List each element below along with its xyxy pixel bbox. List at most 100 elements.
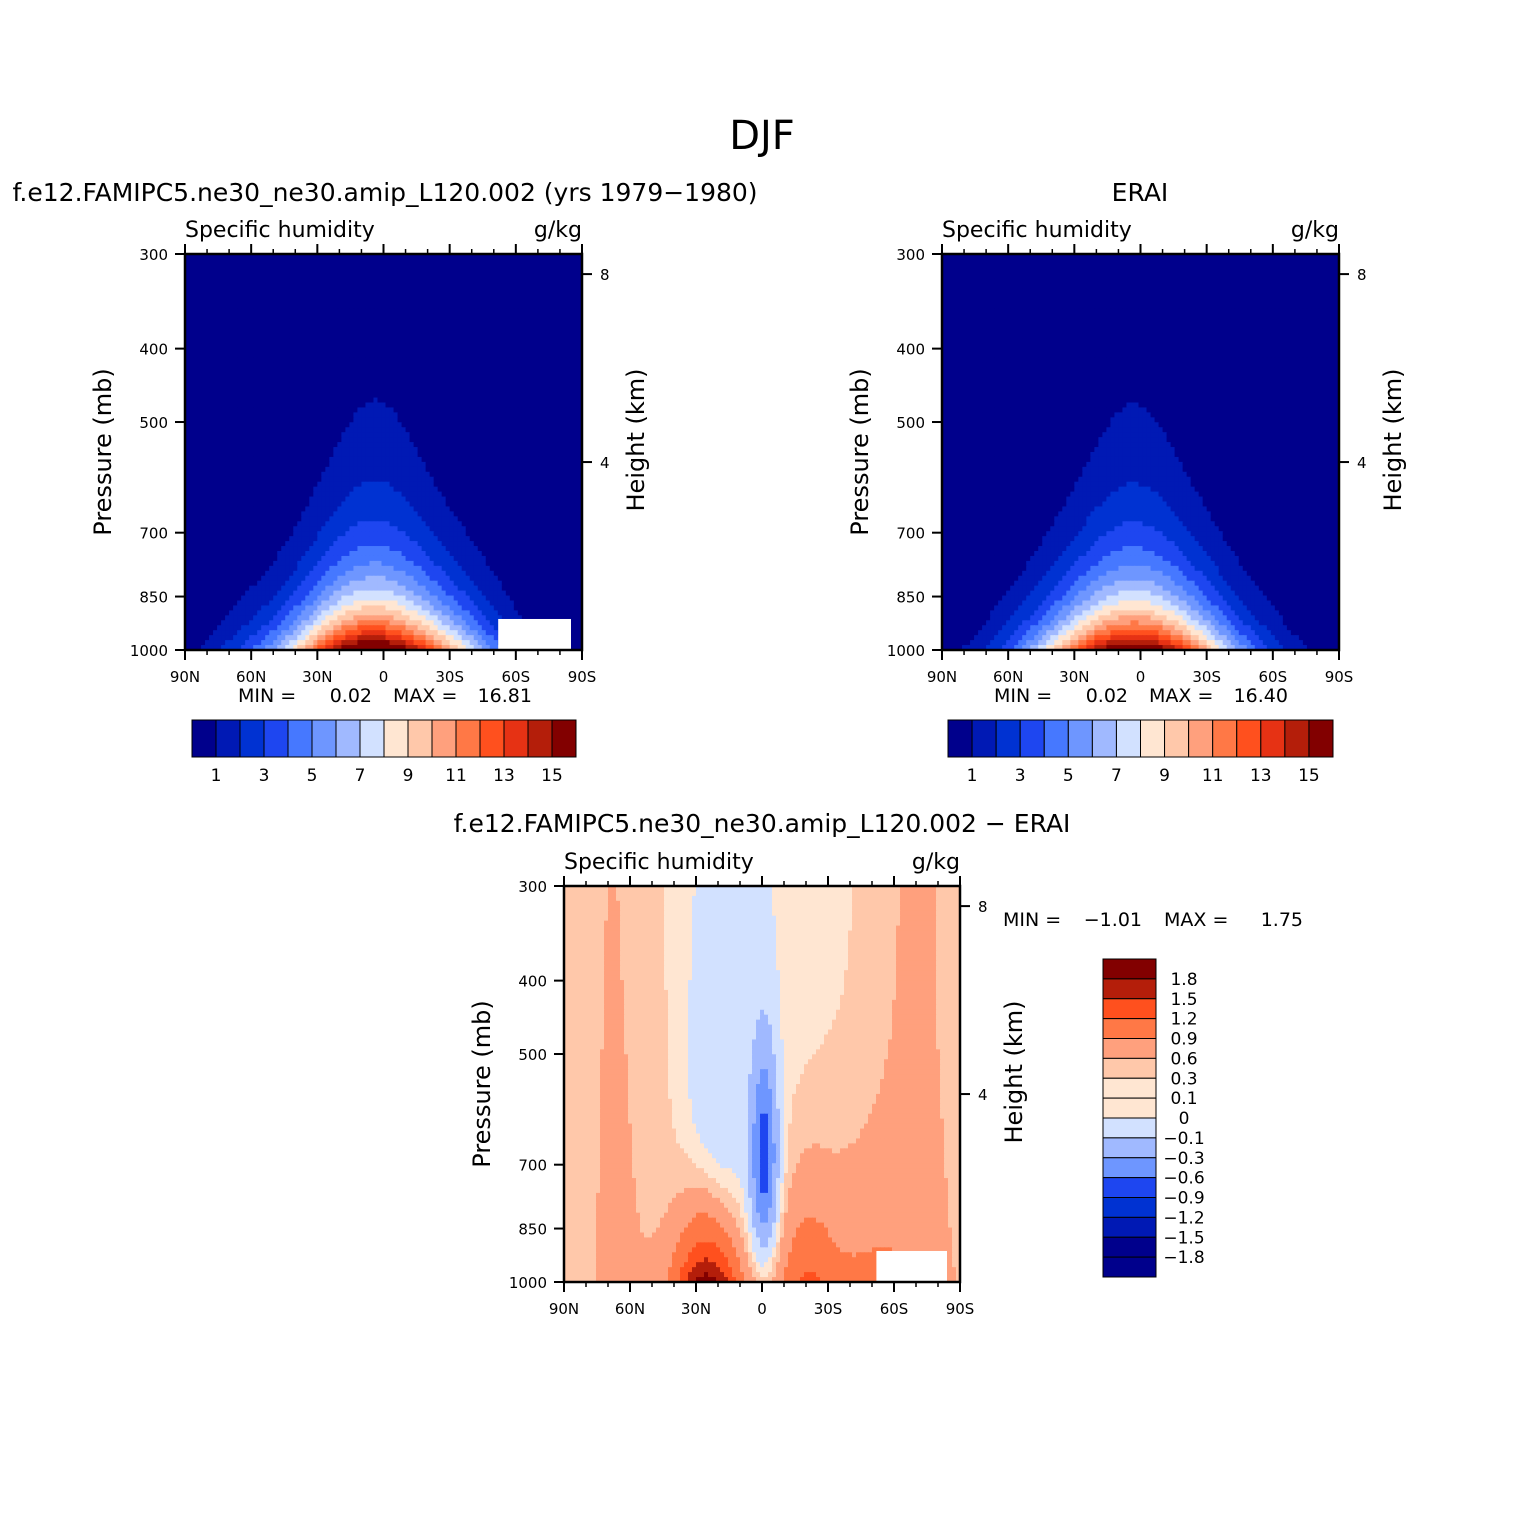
field-cell bbox=[317, 398, 322, 404]
field-cell bbox=[574, 338, 579, 344]
field-cell bbox=[349, 403, 354, 409]
field-cell bbox=[394, 383, 399, 389]
field-cell bbox=[422, 462, 427, 468]
field-cell bbox=[365, 378, 370, 384]
field-cell bbox=[570, 393, 575, 399]
field-cell bbox=[506, 427, 511, 433]
field-cell bbox=[321, 457, 326, 463]
field-cell bbox=[414, 422, 419, 428]
field-cell bbox=[490, 363, 495, 369]
field-cell bbox=[337, 447, 342, 453]
field-cell bbox=[213, 388, 218, 394]
field-cell bbox=[309, 472, 314, 478]
field-cell bbox=[522, 427, 527, 433]
field-cell bbox=[381, 373, 386, 379]
field-cell bbox=[189, 407, 194, 413]
field-cell bbox=[506, 432, 511, 438]
field-cell bbox=[566, 299, 571, 305]
field-cell bbox=[301, 363, 306, 369]
field-cell bbox=[253, 398, 258, 404]
field-cell bbox=[309, 274, 314, 280]
field-cell bbox=[386, 378, 391, 384]
field-cell bbox=[398, 472, 403, 478]
field-cell bbox=[337, 348, 342, 354]
field-cell bbox=[574, 497, 579, 503]
field-cell bbox=[193, 482, 198, 488]
field-cell bbox=[386, 497, 391, 503]
field-cell bbox=[558, 284, 563, 290]
field-cell bbox=[213, 492, 218, 498]
field-cell bbox=[197, 304, 202, 310]
field-cell bbox=[414, 328, 419, 334]
field-cell bbox=[221, 452, 226, 458]
field-cell bbox=[514, 279, 519, 285]
field-cell bbox=[506, 457, 511, 463]
field-cell bbox=[313, 269, 318, 275]
field-cell bbox=[494, 373, 499, 379]
field-cell bbox=[361, 378, 366, 384]
field-cell bbox=[502, 294, 507, 300]
field-cell bbox=[450, 363, 455, 369]
field-cell bbox=[526, 393, 531, 399]
field-cell bbox=[486, 452, 491, 458]
field-cell bbox=[249, 412, 254, 418]
field-cell bbox=[321, 348, 326, 354]
field-cell bbox=[550, 407, 555, 413]
field-cell bbox=[422, 432, 427, 438]
field-cell bbox=[518, 353, 523, 359]
field-cell bbox=[285, 457, 290, 463]
field-cell bbox=[321, 289, 326, 295]
field-cell bbox=[257, 323, 262, 329]
field-cell bbox=[321, 472, 326, 478]
field-cell bbox=[233, 472, 238, 478]
field-cell bbox=[269, 442, 274, 448]
field-cell bbox=[422, 348, 427, 354]
field-cell bbox=[321, 313, 326, 319]
field-cell bbox=[345, 427, 350, 433]
field-cell bbox=[506, 318, 511, 324]
field-cell bbox=[321, 432, 326, 438]
field-cell bbox=[329, 299, 334, 305]
field-cell bbox=[454, 363, 459, 369]
field-cell bbox=[273, 457, 278, 463]
field-cell bbox=[233, 328, 238, 334]
field-cell bbox=[221, 338, 226, 344]
field-cell bbox=[506, 333, 511, 339]
field-cell bbox=[414, 279, 419, 285]
field-cell bbox=[321, 338, 326, 344]
field-cell bbox=[217, 437, 222, 443]
field-cell bbox=[217, 308, 222, 314]
field-cell bbox=[193, 343, 198, 349]
field-cell bbox=[546, 442, 551, 448]
field-cell bbox=[377, 308, 382, 314]
field-cell bbox=[470, 289, 475, 295]
field-cell bbox=[554, 274, 559, 280]
field-cell bbox=[345, 388, 350, 394]
field-cell bbox=[237, 427, 242, 433]
field-cell bbox=[249, 348, 254, 354]
field-cell bbox=[273, 487, 278, 493]
field-cell bbox=[478, 432, 483, 438]
field-cell bbox=[377, 294, 382, 300]
field-cell bbox=[353, 299, 358, 305]
field-cell bbox=[538, 487, 543, 493]
field-cell bbox=[526, 323, 531, 329]
field-cell bbox=[486, 308, 491, 314]
field-cell bbox=[201, 497, 206, 503]
field-cell bbox=[414, 412, 419, 418]
field-cell bbox=[402, 338, 407, 344]
field-cell bbox=[249, 427, 254, 433]
field-cell bbox=[381, 338, 386, 344]
field-cell bbox=[502, 328, 507, 334]
field-cell bbox=[277, 383, 282, 389]
field-cell bbox=[221, 472, 226, 478]
field-cell bbox=[281, 299, 286, 305]
field-cell bbox=[321, 487, 326, 493]
field-cell bbox=[213, 284, 218, 290]
field-cell bbox=[337, 452, 342, 458]
field-cell bbox=[526, 259, 531, 265]
field-cell bbox=[526, 318, 531, 324]
field-cell bbox=[285, 492, 290, 498]
field-cell bbox=[341, 299, 346, 305]
field-cell bbox=[345, 328, 350, 334]
